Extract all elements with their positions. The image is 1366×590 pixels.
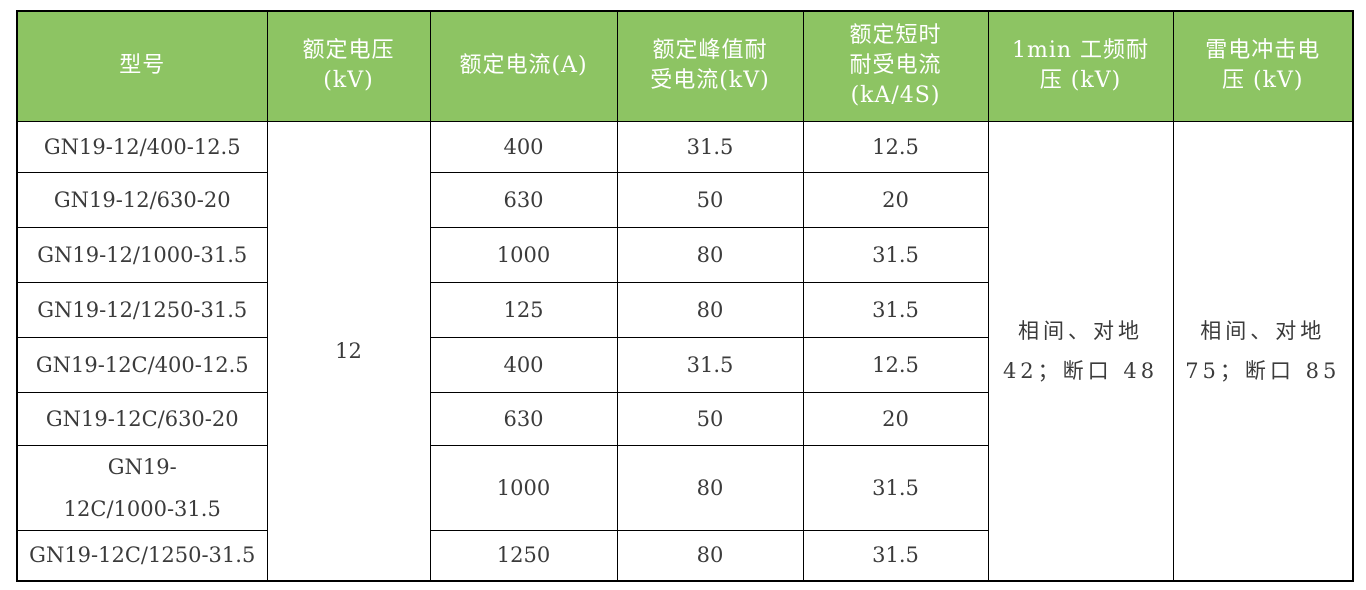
table-row: GN19-12C/630-20 630 50 20 bbox=[16, 391, 1353, 446]
table-body: GN19-12/400-12.5 12 400 31.5 12.5 相间、对地 … bbox=[16, 120, 1354, 582]
peak-withstand-current-cell: 80 bbox=[616, 444, 804, 531]
table-row: GN19-12C/1250-31.5 1250 80 31.5 bbox=[16, 529, 1353, 582]
short-time-withstand-current-cell: 31.5 bbox=[802, 529, 989, 582]
power-frequency-withstand-merged-cell: 相间、对地 42；断口 48 bbox=[987, 120, 1174, 582]
peak-withstand-current-cell: 50 bbox=[616, 171, 804, 228]
short-time-withstand-current-cell: 31.5 bbox=[802, 444, 989, 531]
rated-voltage-merged-cell: 12 bbox=[266, 120, 431, 582]
model-cell: GN19-12C/630-20 bbox=[16, 391, 268, 446]
header-row: 型号 额定电压 (kV) 额定电流(A) 额定峰值耐 受电流(kV) 额定短时 … bbox=[16, 10, 1354, 122]
switch-spec-table: 型号 额定电压 (kV) 额定电流(A) 额定峰值耐 受电流(kV) 额定短时 … bbox=[16, 10, 1354, 582]
column-header-peak-withstand-current: 额定峰值耐 受电流(kV) bbox=[616, 10, 804, 122]
short-time-withstand-current-cell: 31.5 bbox=[802, 281, 989, 338]
model-cell: GN19-12/1000-31.5 bbox=[16, 226, 268, 283]
model-cell: GN19-12/400-12.5 bbox=[16, 120, 268, 173]
peak-withstand-current-cell: 50 bbox=[616, 391, 804, 446]
peak-withstand-current-cell: 80 bbox=[616, 281, 804, 338]
short-time-withstand-current-cell: 12.5 bbox=[802, 336, 989, 393]
rated-current-cell: 1000 bbox=[429, 226, 618, 283]
short-time-withstand-current-cell: 12.5 bbox=[802, 120, 989, 173]
rated-current-cell: 400 bbox=[429, 336, 618, 393]
model-cell: GN19-12C/1250-31.5 bbox=[16, 529, 268, 582]
table-header: 型号 额定电压 (kV) 额定电流(A) 额定峰值耐 受电流(kV) 额定短时 … bbox=[16, 10, 1354, 122]
peak-withstand-current-cell: 80 bbox=[616, 226, 804, 283]
column-header-power-frequency-withstand-voltage: 1min 工频耐 压 (kV) bbox=[987, 10, 1174, 122]
table-row: GN19- 12C/1000-31.5 1000 80 31.5 bbox=[16, 444, 1353, 531]
table-row: GN19-12/1250-31.5 125 80 31.5 bbox=[16, 281, 1353, 338]
model-cell: GN19- 12C/1000-31.5 bbox=[16, 444, 268, 531]
column-header-rated-current: 额定电流(A) bbox=[429, 10, 618, 122]
rated-current-cell: 630 bbox=[429, 391, 618, 446]
model-cell: GN19-12/630-20 bbox=[16, 171, 268, 228]
table-row: GN19-12/630-20 630 50 20 bbox=[16, 171, 1353, 228]
short-time-withstand-current-cell: 31.5 bbox=[802, 226, 989, 283]
rated-current-cell: 1000 bbox=[429, 444, 618, 531]
peak-withstand-current-cell: 80 bbox=[616, 529, 804, 582]
model-cell: GN19-12/1250-31.5 bbox=[16, 281, 268, 338]
short-time-withstand-current-cell: 20 bbox=[802, 391, 989, 446]
column-header-lightning-impulse-voltage: 雷电冲击电 压 (kV) bbox=[1172, 10, 1354, 122]
table-row: GN19-12/1000-31.5 1000 80 31.5 bbox=[16, 226, 1353, 283]
rated-current-cell: 125 bbox=[429, 281, 618, 338]
rated-current-cell: 630 bbox=[429, 171, 618, 228]
rated-current-cell: 400 bbox=[429, 120, 618, 173]
short-time-withstand-current-cell: 20 bbox=[802, 171, 989, 228]
spec-table-container: 型号 额定电压 (kV) 额定电流(A) 额定峰值耐 受电流(kV) 额定短时 … bbox=[16, 10, 1354, 582]
peak-withstand-current-cell: 31.5 bbox=[616, 120, 804, 173]
lightning-impulse-merged-cell: 相间、对地 75；断口 85 bbox=[1172, 120, 1354, 582]
peak-withstand-current-cell: 31.5 bbox=[616, 336, 804, 393]
table-row: GN19-12/400-12.5 12 400 31.5 12.5 相间、对地 … bbox=[16, 120, 1354, 582]
rated-current-cell: 1250 bbox=[429, 529, 618, 582]
column-header-rated-voltage: 额定电压 (kV) bbox=[266, 10, 431, 122]
column-header-short-time-withstand-current: 额定短时 耐受电流 (kA/4S) bbox=[802, 10, 989, 122]
column-header-model: 型号 bbox=[16, 10, 268, 122]
model-cell: GN19-12C/400-12.5 bbox=[16, 336, 268, 393]
